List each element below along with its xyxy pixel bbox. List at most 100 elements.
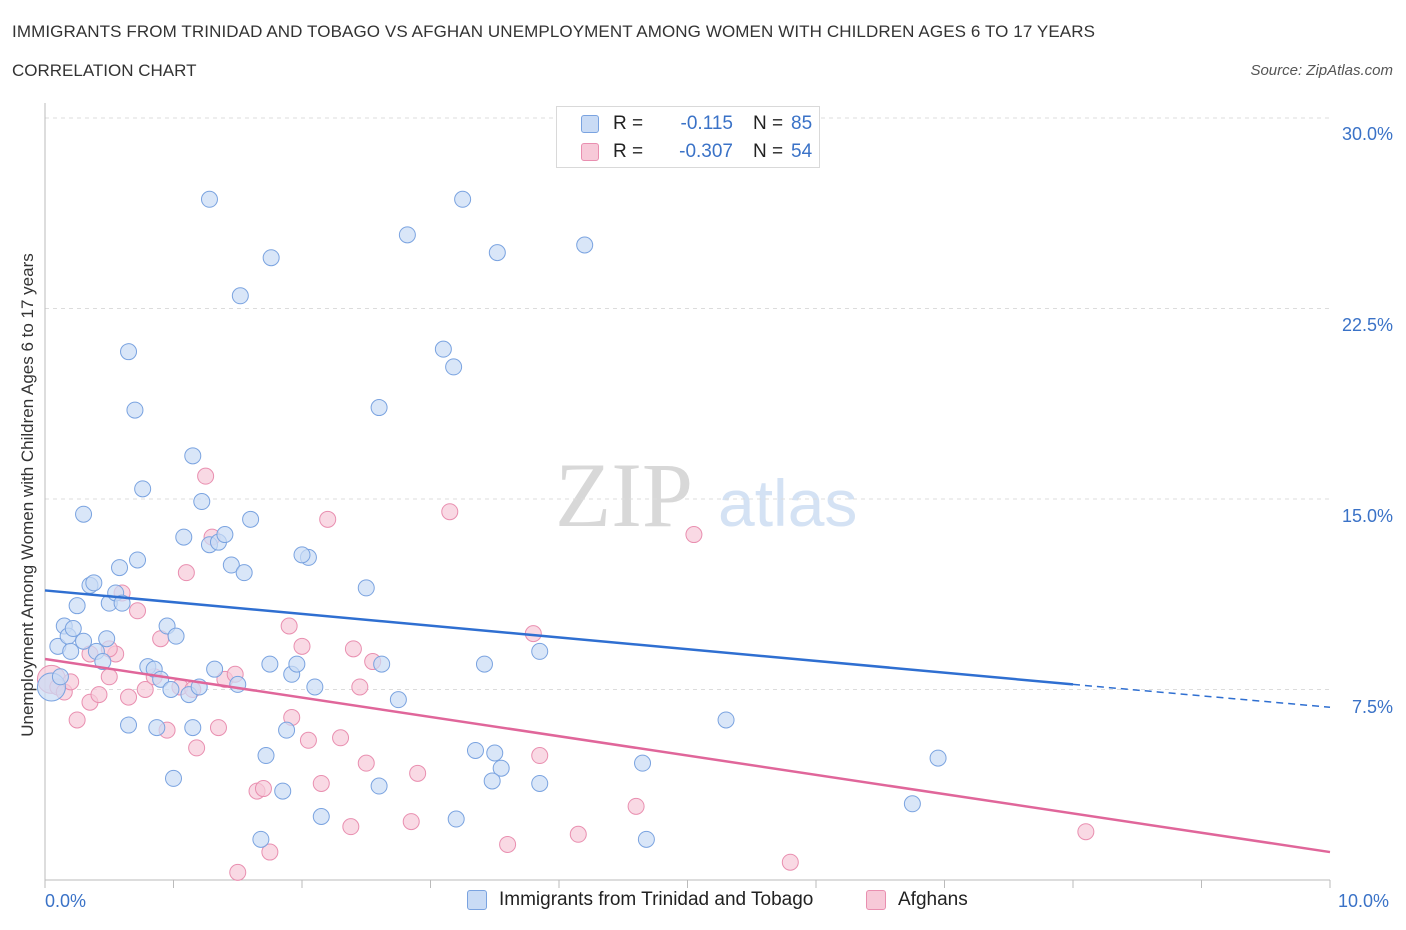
trinidad-trend-extension	[1072, 683, 1331, 709]
trinidad-point	[94, 653, 112, 671]
afghans-point	[293, 637, 311, 655]
y-axis-label: Unemployment Among Women with Children A…	[18, 253, 37, 737]
trinidad-point	[488, 244, 506, 262]
trinidad-point	[434, 340, 452, 358]
legend-row-pink: R = -0.307 N = 54	[581, 140, 812, 164]
afghans-point	[531, 747, 549, 765]
trinidad-point	[445, 358, 463, 376]
trinidad-point	[531, 774, 549, 792]
afghans-point	[312, 774, 330, 792]
afghans-point	[499, 835, 517, 853]
afghans-point	[351, 678, 369, 696]
trinidad-point	[637, 830, 655, 848]
n-label: N =	[753, 113, 784, 134]
trinidad-point	[200, 190, 218, 208]
trinidad-point	[120, 343, 138, 361]
trinidad-point	[278, 721, 296, 739]
trinidad-point	[231, 287, 249, 305]
trinidad-point	[293, 546, 311, 564]
trinidad-point	[475, 655, 493, 673]
trinidad-point	[357, 579, 375, 597]
trinidad-points	[36, 190, 947, 848]
trinidad-point	[242, 510, 260, 528]
trinidad-point	[75, 632, 93, 650]
axes	[44, 103, 1331, 888]
afghans-points	[36, 467, 1095, 881]
afghans-point	[569, 825, 587, 843]
trinidad-point	[51, 668, 69, 686]
afghans-point	[100, 668, 118, 686]
afghans-point	[342, 818, 360, 836]
trinidad-point	[370, 777, 388, 795]
legend-label: Immigrants from Trinidad and Tobago	[499, 889, 814, 910]
trinidad-point	[483, 772, 501, 790]
trend-lines	[44, 589, 1331, 854]
n-value: 54	[791, 141, 813, 162]
trinidad-point	[167, 627, 185, 645]
trinidad-point	[252, 830, 270, 848]
afghans-point	[409, 764, 427, 782]
trinidad-point	[120, 716, 138, 734]
trinidad-point	[447, 810, 465, 828]
afghans-point	[209, 719, 227, 737]
trinidad-point	[492, 759, 510, 777]
trinidad-point	[193, 493, 211, 511]
legend-item-afghans: Afghans	[866, 889, 968, 911]
chart-subtitle: CORRELATION CHART	[12, 61, 197, 80]
trinidad-point	[486, 744, 504, 762]
watermark-zip: ZIP	[555, 444, 693, 546]
afghans-point	[344, 640, 362, 658]
afghans-point	[627, 797, 645, 815]
trinidad-point	[175, 528, 193, 546]
pink-swatch-icon	[866, 890, 886, 910]
trinidad-point	[85, 574, 103, 592]
blue-swatch-icon	[581, 115, 599, 133]
trinidad-point	[62, 642, 80, 660]
trinidad-point	[257, 747, 275, 765]
trinidad-point	[717, 711, 735, 729]
trinidad-point	[274, 782, 292, 800]
stats-legend: R = -0.115 N = 85 R = -0.307 N = 54	[556, 106, 820, 168]
watermark-atlas: atlas	[718, 466, 857, 540]
trinidad-point	[261, 655, 279, 673]
trinidad-point	[454, 190, 472, 208]
trinidad-point	[64, 620, 82, 638]
afghans-point	[129, 602, 147, 620]
trinidad-point	[531, 642, 549, 660]
afghans-point	[120, 688, 138, 706]
afghans-point	[261, 843, 279, 861]
y-tick-label: 15.0%	[1341, 506, 1393, 526]
trinidad-point	[398, 226, 416, 244]
afghans-point	[280, 617, 298, 635]
trinidad-point	[288, 655, 306, 673]
afghans-point	[441, 503, 459, 521]
series-legend: Immigrants from Trinidad and Tobago Afgh…	[0, 889, 1406, 915]
trinidad-point	[389, 691, 407, 709]
trinidad-point	[184, 447, 202, 465]
grid-lines	[45, 117, 1330, 690]
n-label: N =	[753, 141, 784, 162]
trinidad-point	[129, 551, 147, 569]
trinidad-point	[903, 795, 921, 813]
trinidad-point	[184, 719, 202, 737]
trinidad-point	[216, 526, 234, 544]
legend-item-trinidad: Immigrants from Trinidad and Tobago	[467, 889, 813, 911]
afghans-point	[177, 564, 195, 582]
trinidad-point	[312, 808, 330, 825]
trinidad-point	[235, 564, 253, 582]
source-label: Source: ZipAtlas.com	[1250, 62, 1393, 79]
afghans-point	[357, 754, 375, 772]
y-tick-label: 22.5%	[1341, 315, 1393, 335]
afghans-point	[90, 686, 108, 704]
trinidad-point	[68, 597, 86, 615]
x-tick-label: 10.0%	[1338, 891, 1390, 911]
trinidad-point	[206, 660, 224, 678]
trinidad-point	[373, 655, 391, 673]
trinidad-point	[98, 630, 116, 648]
chart-title: IMMIGRANTS FROM TRINIDAD AND TOBAGO VS A…	[12, 22, 1096, 41]
trinidad-point	[148, 719, 166, 737]
legend-label: Afghans	[898, 889, 968, 910]
afghans-point	[319, 510, 337, 528]
trinidad-point	[75, 505, 93, 523]
afghans-point	[136, 681, 154, 698]
